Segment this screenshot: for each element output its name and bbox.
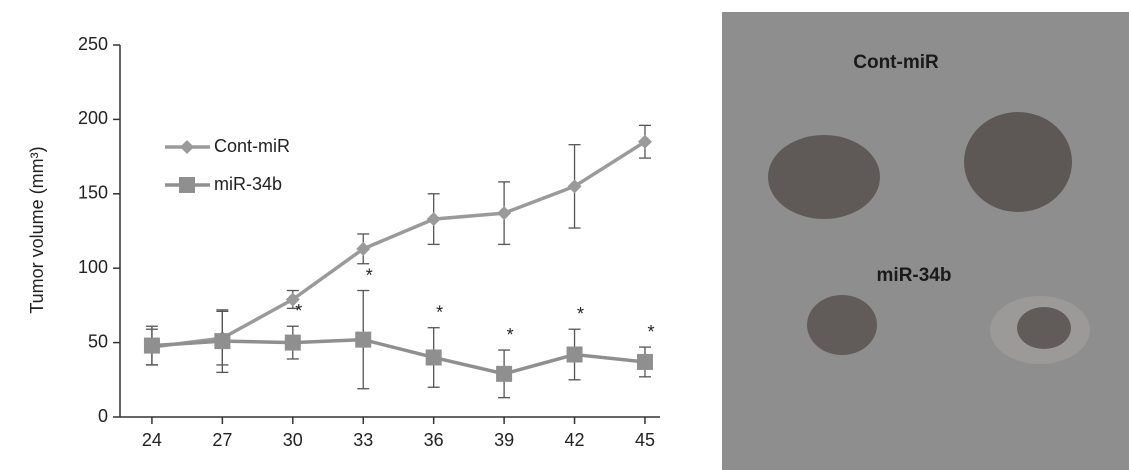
data-point (143, 337, 160, 354)
legend-label: miR-34b (214, 174, 282, 194)
significance-label: * (507, 325, 514, 345)
data-point (566, 346, 583, 363)
data-point (425, 349, 442, 366)
data-point (285, 292, 300, 307)
photo: Cont-miR miR-34b (722, 12, 1129, 470)
legend-marker (180, 140, 194, 154)
x-tick-label: 30 (283, 430, 303, 450)
tumor (964, 112, 1072, 212)
tumor (807, 295, 877, 355)
series-line (151, 337, 646, 376)
y-tick-label: 150 (78, 183, 108, 203)
x-tick-label: 33 (353, 430, 373, 450)
legend-label: Cont-miR (214, 136, 290, 156)
y-tick-label: 250 (78, 34, 108, 54)
data-point (497, 206, 512, 221)
data-point (355, 331, 372, 348)
legend-marker (179, 177, 195, 193)
photo-background (722, 12, 1129, 470)
x-tick-label: 27 (212, 430, 232, 450)
y-tick-label: 0 (98, 406, 108, 426)
y-tick-label: 100 (78, 257, 108, 277)
photo-label: Cont-miR (853, 52, 939, 73)
x-tick-label: 45 (635, 430, 655, 450)
x-tick-label: 42 (565, 430, 585, 450)
significance-label: * (366, 265, 373, 285)
data-point (284, 334, 301, 351)
significance-label: * (577, 304, 584, 324)
x-tick-label: 24 (142, 430, 162, 450)
significance-label: * (295, 301, 302, 321)
x-tick-label: 39 (494, 430, 514, 450)
y-axis-label: Tumor volume (mm³) (27, 146, 47, 313)
tumor (768, 135, 880, 219)
data-point (356, 241, 371, 256)
data-point (636, 353, 653, 370)
tumor (1017, 307, 1071, 349)
data-point (496, 365, 513, 382)
data-point (426, 212, 441, 227)
data-point (214, 333, 231, 350)
y-tick-label: 200 (78, 108, 108, 128)
series-line (151, 140, 646, 349)
y-tick-label: 50 (88, 331, 108, 351)
data-point (567, 179, 582, 194)
data-point (637, 134, 652, 149)
significance-label: * (647, 322, 654, 342)
x-tick-label: 36 (424, 430, 444, 450)
significance-label: * (436, 302, 443, 322)
photo-label: miR-34b (877, 265, 952, 286)
